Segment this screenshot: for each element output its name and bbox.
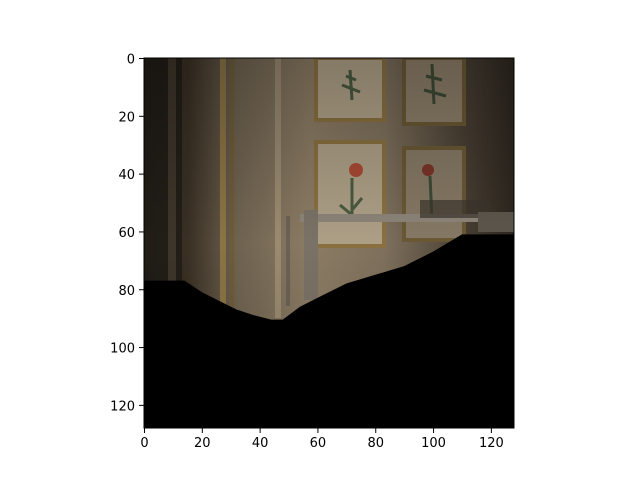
y-tick-label: 120 bbox=[110, 399, 135, 414]
x-tick-label: 100 bbox=[421, 436, 446, 451]
axes-frame bbox=[143, 57, 515, 429]
black-mask-region bbox=[144, 234, 514, 428]
x-tick-label: 40 bbox=[252, 436, 269, 451]
y-tick-label: 20 bbox=[118, 110, 135, 125]
x-tick-label: 0 bbox=[140, 436, 148, 451]
y-tick-label: 0 bbox=[127, 53, 135, 68]
y-tick-label: 60 bbox=[118, 226, 135, 241]
y-tick-label: 100 bbox=[110, 342, 135, 357]
room-image bbox=[144, 58, 514, 428]
x-axis: 0 20 40 60 80 100 120 bbox=[140, 428, 504, 451]
x-tick-label: 20 bbox=[194, 436, 211, 451]
y-axis: 0 20 40 60 80 100 120 bbox=[110, 53, 144, 414]
y-tick-label: 80 bbox=[118, 284, 135, 299]
x-tick-label: 80 bbox=[367, 436, 384, 451]
y-tick-label: 40 bbox=[118, 168, 135, 183]
x-tick-label: 60 bbox=[310, 436, 327, 451]
x-tick-label: 120 bbox=[479, 436, 504, 451]
